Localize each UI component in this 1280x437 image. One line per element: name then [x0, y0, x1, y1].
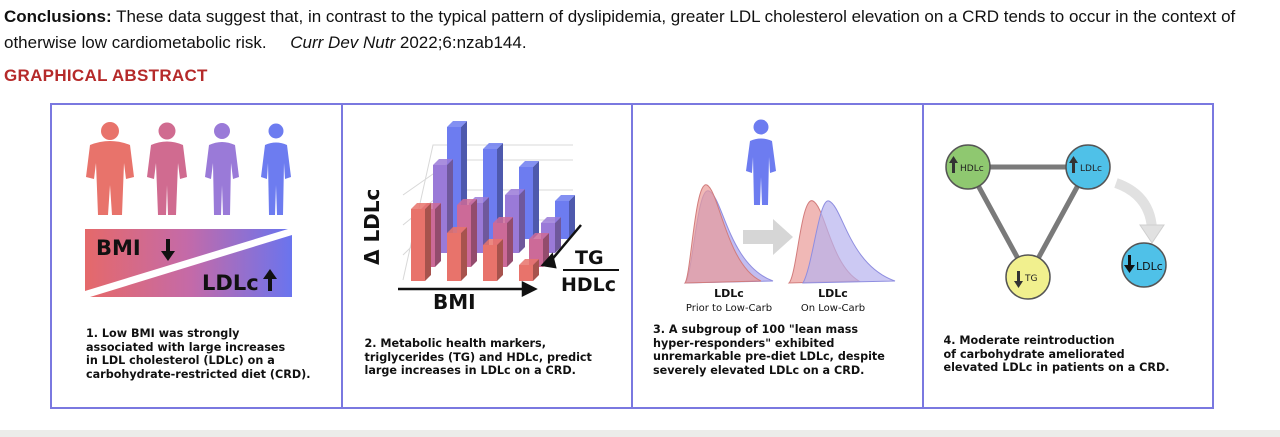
panel-1-caption: 1. Low BMI was strongly associated with …	[86, 327, 311, 381]
on-diet-title: LDLc	[818, 287, 848, 300]
person-icon-red	[86, 122, 134, 215]
tg-node: TG	[1004, 254, 1051, 300]
pre-diet-subtitle: Prior to Low-Carb	[686, 303, 772, 314]
graphical-abstract-heading: GRAPHICAL ABSTRACT	[4, 66, 208, 85]
bar-0-3	[518, 259, 539, 281]
ldl-result-node: LDLc	[1120, 242, 1167, 288]
panel-3-caption: 3. A subgroup of 100 "lean mass hyper-re…	[653, 323, 885, 377]
arrow-up-icon	[263, 269, 277, 291]
person-icon-pink	[147, 122, 187, 215]
citation: 2022;6:nzab144.	[399, 33, 527, 52]
panel-4-caption: 4. Moderate reintroduction of carbohydra…	[943, 334, 1170, 374]
on-diet-distribution-blue	[802, 200, 896, 284]
panel-3-illustration: LDLc Prior to Low-Carb LDLc On Low-Carb	[683, 119, 896, 314]
chart-axes	[397, 224, 582, 298]
curved-arrow-head	[1138, 224, 1165, 244]
ldl-label: LDLc	[202, 271, 259, 295]
svg-text:TG: TG	[1024, 274, 1037, 284]
person-icon-blue	[746, 119, 776, 205]
panel-lean-mass: LDLc Prior to Low-Carb LDLc On Low-Carb …	[633, 105, 924, 407]
bar-cluster	[410, 121, 575, 281]
delta-ldl-label: Δ LDLc	[360, 189, 384, 265]
svg-text:HDLc: HDLc	[960, 164, 984, 174]
bar-3-1	[482, 143, 503, 239]
pre-diet-title: LDLc	[714, 287, 744, 300]
panel-1-illustration: BMI LDLc	[85, 122, 292, 297]
panel-carb-reintroduction: HDLc LDLc TG LDLc	[924, 105, 1213, 407]
bmi-label: BMI	[96, 236, 141, 260]
conclusions-paragraph: Conclusions: These data suggest that, in…	[4, 4, 1276, 56]
hdl-label: HDLc	[561, 274, 616, 296]
curved-arrow-icon	[1113, 178, 1157, 230]
tg-label: TG	[575, 247, 604, 269]
footer-divider	[0, 430, 1280, 437]
person-icon-purple	[205, 123, 239, 215]
bmi-axis-label: BMI	[433, 290, 476, 314]
svg-text:LDLc: LDLc	[1080, 164, 1102, 174]
gray-arrow-icon	[743, 219, 793, 255]
panel-bmi: BMI LDLc 1. Low BMI was strongly associa…	[52, 105, 343, 407]
journal-name: Curr Dev Nutr	[290, 33, 396, 52]
panel-4-illustration: HDLc LDLc TG LDLc	[944, 144, 1167, 300]
conclusions-label: Conclusions:	[4, 7, 112, 26]
ldl-node: LDLc	[1064, 144, 1111, 190]
bar-0-2	[482, 239, 503, 281]
person-icon-blue	[261, 123, 291, 215]
bmi-gradient-triangle	[85, 229, 288, 291]
hdl-node: HDLc	[944, 144, 991, 190]
conclusions-text: These data suggest that, in contrast to …	[4, 7, 1236, 52]
svg-text:LDLc: LDLc	[1136, 260, 1163, 273]
bar-0-1	[446, 227, 467, 281]
panel-2-caption: 2. Metabolic health markers, triglycerid…	[364, 337, 592, 377]
arrow-down-icon	[161, 239, 175, 261]
bar-0-0	[410, 203, 431, 281]
graphical-abstract-figure: BMI LDLc 1. Low BMI was strongly associa…	[50, 103, 1214, 409]
on-diet-subtitle: On Low-Carb	[801, 303, 865, 314]
ldl-gradient-triangle	[90, 235, 292, 297]
pre-diet-distribution-red	[683, 184, 762, 284]
panel-2-illustration: Δ LDLc BMI TG HDLc	[360, 121, 619, 314]
panel-metabolic: Δ LDLc BMI TG HDLc 2. Metabolic health m…	[343, 105, 633, 407]
